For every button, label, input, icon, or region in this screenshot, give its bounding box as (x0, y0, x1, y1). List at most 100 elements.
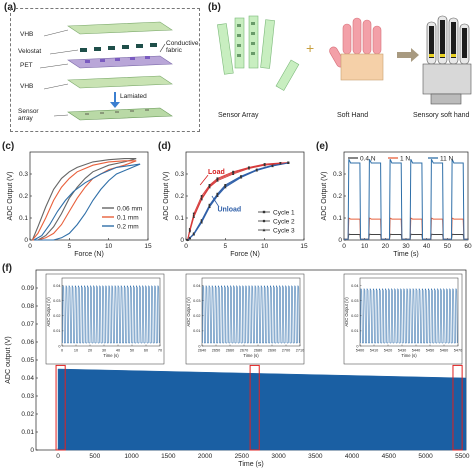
signal-envelope (57, 368, 467, 451)
highlight-window (249, 364, 260, 451)
y-tick-label: 0.02 (21, 411, 34, 418)
layer-label-velostat: Velostat (18, 48, 42, 55)
panel-f-label: (f) (2, 263, 12, 274)
inset-x-tick-label: 70 (158, 349, 162, 353)
inset-x-tick-label: 2710 (296, 349, 304, 353)
x-tick-label: 1000 (124, 453, 139, 460)
plus-sign: + (306, 40, 315, 56)
inset-x-tick-label: 2650 (212, 349, 220, 353)
chart-e: 0 10 20 30 40 50 60 0 0.1 0.2 0.3 Time (s) ADC Outpu… (321, 151, 472, 258)
data-point (200, 219, 203, 222)
legend-label: 0.06 mm (117, 205, 142, 212)
x-tick-label: 10 (261, 243, 269, 250)
x-tick-label: 500 (89, 453, 100, 460)
inset-x-tick-label: 2670 (240, 349, 248, 353)
inset-signal (62, 284, 160, 344)
data-point (247, 167, 251, 170)
sensor-array-strip (67, 107, 173, 121)
annotation-label: Load (208, 169, 225, 176)
inset-plot-frame (61, 277, 161, 347)
data-point (279, 162, 282, 165)
inset-x-tick-label: 40 (116, 349, 120, 353)
y-tick-label: 0.06 (21, 339, 34, 346)
y-axis-label: ADC Output (V) (163, 171, 170, 220)
y-tick-label: 0.1 (175, 215, 184, 222)
legend-marker (262, 219, 266, 223)
data-point (208, 203, 211, 206)
inset-x-axis-label: Time (s) (401, 353, 417, 358)
inset-signal (202, 284, 300, 344)
x-tick-label: 50 (444, 243, 452, 250)
x-tick-label: 4500 (382, 453, 397, 460)
inset-x-tick-label: 2690 (268, 349, 276, 353)
data-point (271, 164, 274, 168)
inset-y-tick-label: 0.04 (193, 284, 200, 288)
layer-label-sensor-array: Sensor array (18, 108, 39, 122)
x-tick-label: 40 (423, 243, 431, 250)
series-line-load (31, 160, 137, 241)
x-tick-label: 5 (68, 243, 72, 250)
y-tick-label: 0.08 (21, 303, 34, 310)
x-tick-label: 5500 (455, 453, 470, 460)
highlight-window (55, 364, 66, 451)
soft-hand-icon (329, 17, 382, 68)
x-tick-label: 60 (464, 243, 472, 250)
series-line-load (31, 158, 137, 241)
y-axis-label: ADC Output (V) (321, 171, 328, 220)
x-tick-label: 1500 (161, 453, 176, 460)
x-tick-label: 3500 (308, 453, 323, 460)
caption-sensory-soft-hand: Sensory soft hand (413, 112, 470, 119)
x-tick-label: 4000 (345, 453, 360, 460)
legend-label: Cycle 3 (273, 227, 295, 234)
inset-x-tick-label: 30 (102, 349, 106, 353)
data-point (255, 169, 258, 172)
sensor-array-icon (217, 15, 300, 91)
pet-layer (67, 55, 173, 69)
velostat-layer (80, 43, 157, 52)
series-line-unload (32, 160, 137, 241)
y-tick-label: 0.2 (19, 193, 28, 200)
chart-d: 0 5 10 15 0 0.1 0.2 0.3 Force (N) ADC Output (V) L… (163, 151, 308, 258)
data-point (239, 176, 243, 179)
inset-x-tick-label: 2640 (198, 349, 206, 353)
legend-label: 0.2 mm (117, 223, 139, 230)
data-point (192, 233, 196, 236)
data-point (224, 184, 227, 186)
x-tick-label: 15 (300, 243, 308, 250)
arrow-icon (397, 48, 419, 62)
hand-base (340, 53, 384, 81)
x-tick-label: 5 (224, 243, 228, 250)
data-point (216, 192, 219, 195)
legend-label: Cycle 2 (273, 218, 295, 225)
inset-x-tick-label: 2660 (226, 349, 234, 353)
y-tick-label: 0.1 (333, 215, 342, 222)
inset-y-axis-label: ADC Output (V) (46, 297, 51, 327)
panel-d-label: (d) (158, 141, 171, 152)
inset-y-tick-label: 0.04 (53, 284, 60, 288)
legend-label: 11 N (440, 155, 454, 162)
x-tick-label: 15 (144, 243, 152, 250)
y-tick-label: 0 (30, 447, 34, 454)
inset-x-tick-label: 50 (130, 349, 134, 353)
data-point (216, 177, 219, 180)
unload-arrow (211, 195, 220, 208)
inset-x-axis-label: Time (s) (103, 353, 119, 358)
legend-label: Cycle 1 (273, 209, 295, 216)
inset-x-tick-label: 5430 (398, 349, 406, 353)
legend-marker (262, 228, 266, 232)
y-tick-label: 0.3 (19, 171, 28, 178)
legend-label: 0.4 N (360, 155, 376, 162)
inset-x-tick-label: 5410 (370, 349, 378, 353)
x-tick-label: 0 (184, 243, 188, 250)
y-tick-label: 0.3 (333, 171, 342, 178)
inset-y-axis-label: ADC Output (V) (344, 297, 349, 327)
data-point (186, 238, 189, 241)
x-tick-label: 0 (56, 453, 60, 460)
inset-x-tick-label: 2680 (254, 349, 262, 353)
load-arrow (199, 174, 209, 186)
data-point (192, 212, 195, 215)
inset-y-tick-label: 0.01 (351, 329, 358, 333)
inset-y-tick-label: 0.02 (53, 314, 60, 318)
data-point (287, 161, 290, 164)
panel-c-label: (c) (2, 141, 15, 152)
